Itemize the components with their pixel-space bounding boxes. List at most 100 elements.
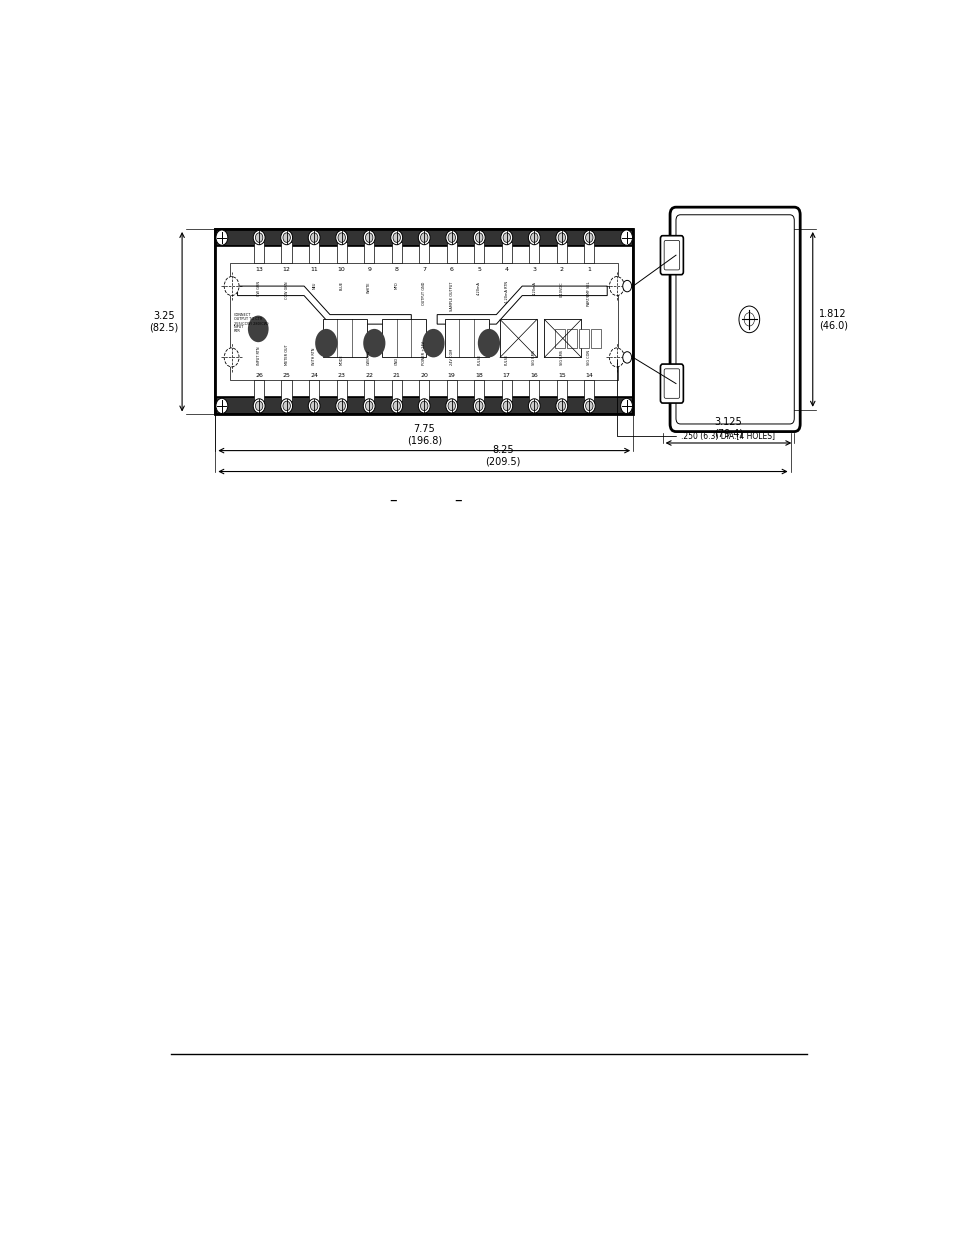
Bar (474, 380, 484, 401)
Circle shape (477, 329, 499, 357)
Bar (418, 242, 429, 263)
Text: 4-20mA: 4-20mA (476, 282, 480, 295)
Text: 25: 25 (282, 373, 291, 378)
Text: SAMPLE OUTPUT: SAMPLE OUTPUT (449, 282, 454, 311)
Text: 3.25
(82.5): 3.25 (82.5) (149, 311, 178, 332)
Text: INPUT
RTR: INPUT RTR (233, 325, 244, 333)
FancyBboxPatch shape (659, 364, 682, 403)
Bar (444, 320, 488, 357)
Ellipse shape (391, 231, 402, 245)
Text: 7: 7 (422, 267, 426, 272)
Circle shape (530, 401, 537, 411)
Bar (336, 242, 347, 263)
Circle shape (622, 352, 631, 363)
Text: 9: 9 (367, 267, 371, 272)
Bar (544, 320, 580, 357)
Text: 15: 15 (558, 373, 565, 378)
Ellipse shape (417, 231, 430, 245)
Text: 2: 2 (559, 267, 563, 272)
Bar (578, 329, 588, 348)
Circle shape (393, 401, 400, 411)
Text: 20: 20 (420, 373, 428, 378)
Ellipse shape (391, 399, 402, 412)
Ellipse shape (528, 231, 539, 245)
Text: 24V COM: 24V COM (449, 348, 454, 366)
Text: –: – (454, 493, 461, 508)
Circle shape (337, 233, 345, 242)
Circle shape (337, 401, 345, 411)
Circle shape (363, 329, 385, 357)
Ellipse shape (363, 231, 375, 245)
Text: PULSE: PULSE (476, 354, 480, 366)
Polygon shape (436, 287, 606, 324)
Circle shape (248, 316, 269, 342)
Circle shape (475, 401, 482, 411)
Bar (336, 380, 347, 401)
Text: 3: 3 (532, 267, 536, 272)
Ellipse shape (417, 399, 430, 412)
Bar (555, 329, 564, 348)
Text: WHITE: WHITE (367, 282, 371, 293)
Bar (418, 380, 429, 401)
Text: .250 (6.3) DIA.[4 HOLES]: .250 (6.3) DIA.[4 HOLES] (617, 361, 775, 441)
Text: 12: 12 (282, 267, 291, 272)
Circle shape (255, 233, 263, 242)
Circle shape (283, 233, 290, 242)
Circle shape (283, 401, 290, 411)
Text: BLUE: BLUE (339, 282, 343, 290)
Ellipse shape (363, 399, 375, 412)
Circle shape (585, 233, 593, 242)
Text: 3.125
(79.4): 3.125 (79.4) (713, 416, 742, 438)
Bar (391, 380, 401, 401)
Text: 5: 5 (476, 267, 480, 272)
Bar (529, 242, 538, 263)
Bar (281, 242, 292, 263)
Text: 4-20mA RTN: 4-20mA RTN (504, 282, 508, 304)
Text: CW/CCW: CW/CCW (367, 350, 371, 366)
Circle shape (422, 329, 444, 357)
Text: CONNECT
OUTPUT TO CTR
255(CCW) 280(CW): CONNECT OUTPUT TO CTR 255(CCW) 280(CW) (233, 312, 268, 326)
Circle shape (609, 277, 623, 295)
Text: 21: 21 (393, 373, 400, 378)
Text: 4: 4 (504, 267, 508, 272)
Ellipse shape (308, 399, 320, 412)
Circle shape (310, 401, 317, 411)
Ellipse shape (583, 231, 595, 245)
Text: 0-10VDC: 0-10VDC (559, 282, 563, 296)
Text: CW GRN: CW GRN (257, 282, 261, 296)
Circle shape (393, 233, 400, 242)
Bar (215, 228, 633, 246)
Circle shape (620, 230, 632, 246)
Circle shape (215, 230, 228, 246)
Circle shape (620, 399, 632, 414)
Text: 23: 23 (337, 373, 345, 378)
Circle shape (585, 401, 593, 411)
Circle shape (502, 401, 510, 411)
Text: INPUT RTN: INPUT RTN (257, 347, 261, 366)
Bar (253, 380, 264, 401)
Circle shape (448, 233, 455, 242)
Text: 4-20mA: 4-20mA (532, 282, 536, 295)
Circle shape (475, 233, 482, 242)
Text: MFD: MFD (395, 282, 398, 289)
Circle shape (224, 277, 239, 295)
Bar (590, 329, 600, 348)
Bar (391, 242, 401, 263)
Circle shape (530, 233, 537, 242)
Bar (215, 398, 633, 415)
Text: GND: GND (395, 357, 398, 366)
Bar (501, 242, 512, 263)
Text: SIG RMS: SIG RMS (532, 351, 536, 366)
Text: 1.812
(46.0): 1.812 (46.0) (818, 309, 847, 330)
Circle shape (314, 329, 337, 357)
Text: –: – (389, 493, 396, 508)
Bar (215, 246, 633, 398)
Ellipse shape (473, 231, 485, 245)
Bar (322, 320, 367, 357)
Ellipse shape (528, 399, 539, 412)
Text: 7.75
(196.8): 7.75 (196.8) (406, 425, 441, 446)
Ellipse shape (500, 231, 512, 245)
Text: 11: 11 (310, 267, 317, 272)
Ellipse shape (445, 231, 457, 245)
Bar (499, 320, 537, 357)
